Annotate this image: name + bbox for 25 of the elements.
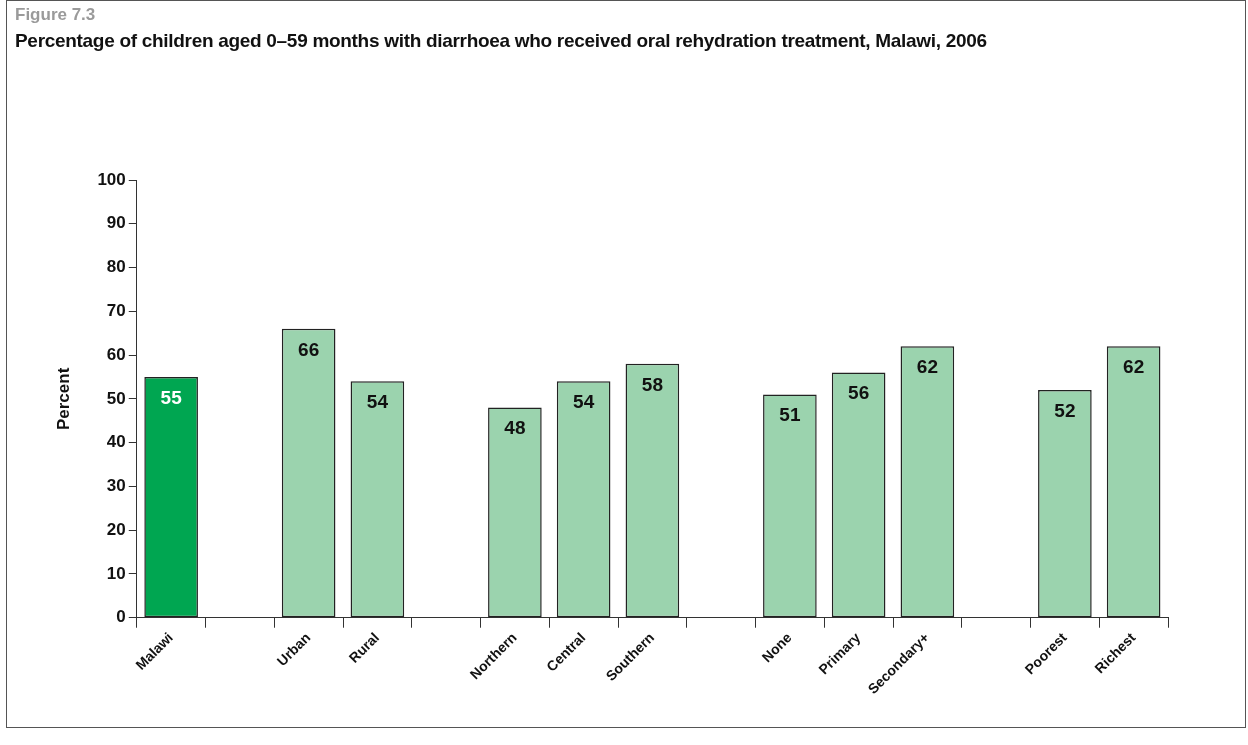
data-label: 66 [298,338,320,360]
data-label: 58 [641,373,663,395]
data-label: 62 [916,356,938,378]
data-label: 55 [160,386,183,408]
y-tick-label: 70 [106,301,126,320]
y-tick-label: 30 [106,476,126,496]
data-label: 51 [779,404,801,426]
y-tick-label: 90 [106,213,126,233]
y-tick-label: 10 [106,563,126,583]
chart-title: Figure 7.3 [15,5,96,25]
y-tick-label: 60 [106,344,126,364]
data-label: 62 [1123,356,1145,378]
y-tick-label: 0 [116,607,126,627]
data-label: 54 [573,391,595,413]
data-label: 56 [848,382,870,404]
y-tick-label: 100 [97,169,126,189]
data-label: 52 [1054,399,1076,421]
y-tick-label: 40 [106,432,126,452]
y-tick-label: 20 [106,519,126,539]
data-label: 48 [504,417,526,439]
data-label: 54 [366,391,389,413]
y-tick-label: 80 [106,257,126,277]
chart-subtitle: Percentage of children aged 0–59 months with diarrhoea who received oral rehydration treatment, Malawi, 2006 [15,30,987,52]
y-axis-title: Percent [53,367,73,431]
y-tick-label: 50 [106,388,126,408]
